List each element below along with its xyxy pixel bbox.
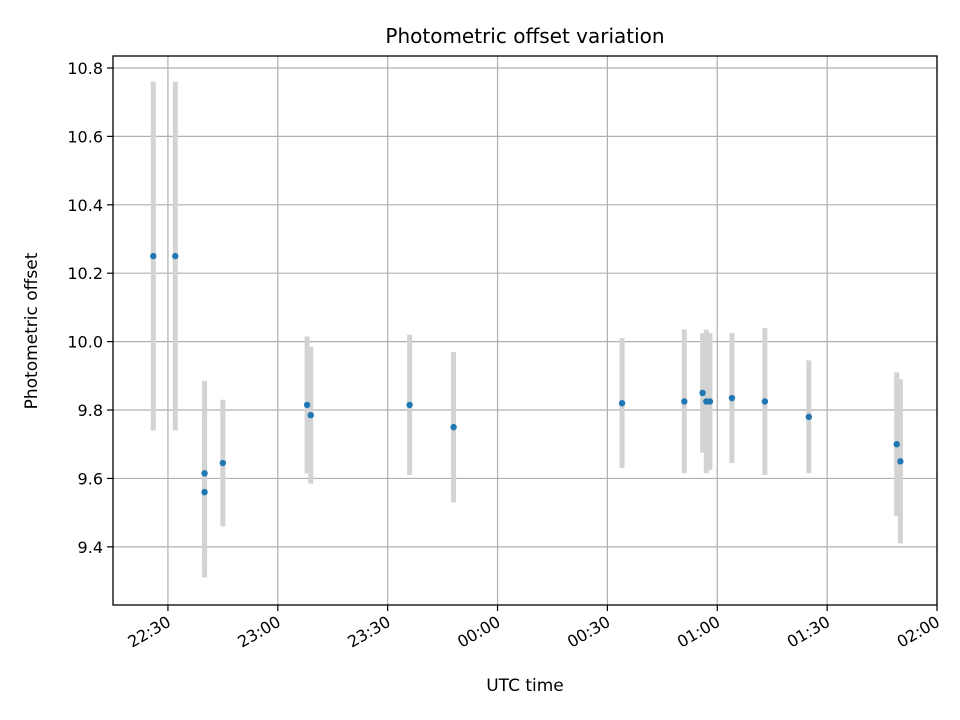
x-tick-label: 00:00 xyxy=(454,612,503,652)
chart-title: Photometric offset variation xyxy=(385,24,664,48)
data-point xyxy=(681,398,688,405)
data-point xyxy=(303,401,311,409)
y-tick-label: 10.4 xyxy=(67,196,103,215)
data-point xyxy=(897,458,904,465)
y-tick-label: 9.6 xyxy=(78,469,103,488)
x-tick-label: 23:00 xyxy=(234,612,283,652)
data-point xyxy=(893,441,900,448)
y-tick-label: 10.8 xyxy=(67,59,103,78)
y-axis-ticks: 9.4 9.6 9.8 10.0 10.2 10.4 10.6 10.8 xyxy=(67,59,113,557)
data-point xyxy=(761,398,769,405)
data-point xyxy=(699,389,706,397)
data-point xyxy=(150,252,157,260)
data-point xyxy=(450,423,457,431)
y-tick-label: 9.4 xyxy=(78,538,103,557)
data-point xyxy=(219,459,227,467)
data-point xyxy=(201,488,208,496)
y-tick-label: 10.6 xyxy=(67,127,103,146)
x-tick-label: 22:30 xyxy=(125,612,174,652)
x-axis-ticks: 22:30 23:00 23:30 00:00 00:30 01:00 01:30 02:00 xyxy=(125,605,943,652)
x-tick-label: 01:30 xyxy=(784,612,833,652)
data-point xyxy=(706,398,714,405)
x-tick-label: 02:00 xyxy=(894,612,943,652)
data-point xyxy=(728,394,736,402)
plot-frame xyxy=(112,55,938,606)
data-point xyxy=(618,399,626,407)
data-point xyxy=(307,411,314,419)
error-bars xyxy=(150,81,903,578)
y-tick-label: 10.2 xyxy=(67,264,103,283)
data-point xyxy=(172,252,179,260)
grid xyxy=(113,56,938,605)
data-point xyxy=(406,401,413,409)
x-tick-label: 23:30 xyxy=(344,612,393,652)
y-tick-label: 9.8 xyxy=(78,401,103,420)
y-axis-label: Photometric offset xyxy=(22,252,42,409)
data-points xyxy=(150,252,904,496)
x-tick-label: 01:00 xyxy=(674,612,723,652)
data-point xyxy=(805,413,813,421)
x-tick-label: 00:30 xyxy=(564,612,613,652)
data-point xyxy=(201,470,208,477)
x-axis-label: UTC time xyxy=(486,676,564,696)
y-tick-label: 10.0 xyxy=(67,333,103,352)
